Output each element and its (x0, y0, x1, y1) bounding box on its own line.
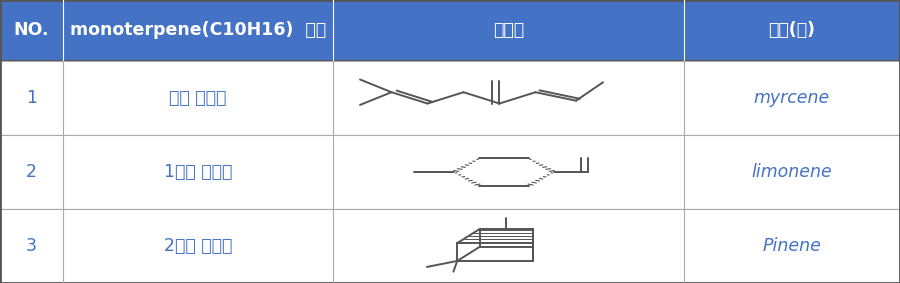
Text: 물질(예): 물질(예) (769, 22, 815, 39)
Text: NO.: NO. (14, 22, 50, 39)
Text: monoterpene(C10H16)  분류: monoterpene(C10H16) 분류 (70, 22, 326, 39)
Bar (0, 61, 900, 135)
Text: myrcene: myrcene (754, 89, 830, 107)
Bar (0, 209, 900, 283)
Text: 쇄상 테르펜: 쇄상 테르펜 (169, 89, 227, 107)
Bar (0, 0, 900, 61)
Text: 3: 3 (26, 237, 37, 255)
Text: limonene: limonene (752, 163, 833, 181)
Text: 1: 1 (26, 89, 37, 107)
Bar (0, 135, 900, 209)
Text: 2환성 테르펜: 2환성 테르펜 (164, 237, 232, 255)
Text: 2: 2 (26, 163, 37, 181)
Text: 구조식: 구조식 (493, 22, 524, 39)
Text: 1환성 테르펜: 1환성 테르펜 (164, 163, 232, 181)
Text: Pinene: Pinene (762, 237, 822, 255)
